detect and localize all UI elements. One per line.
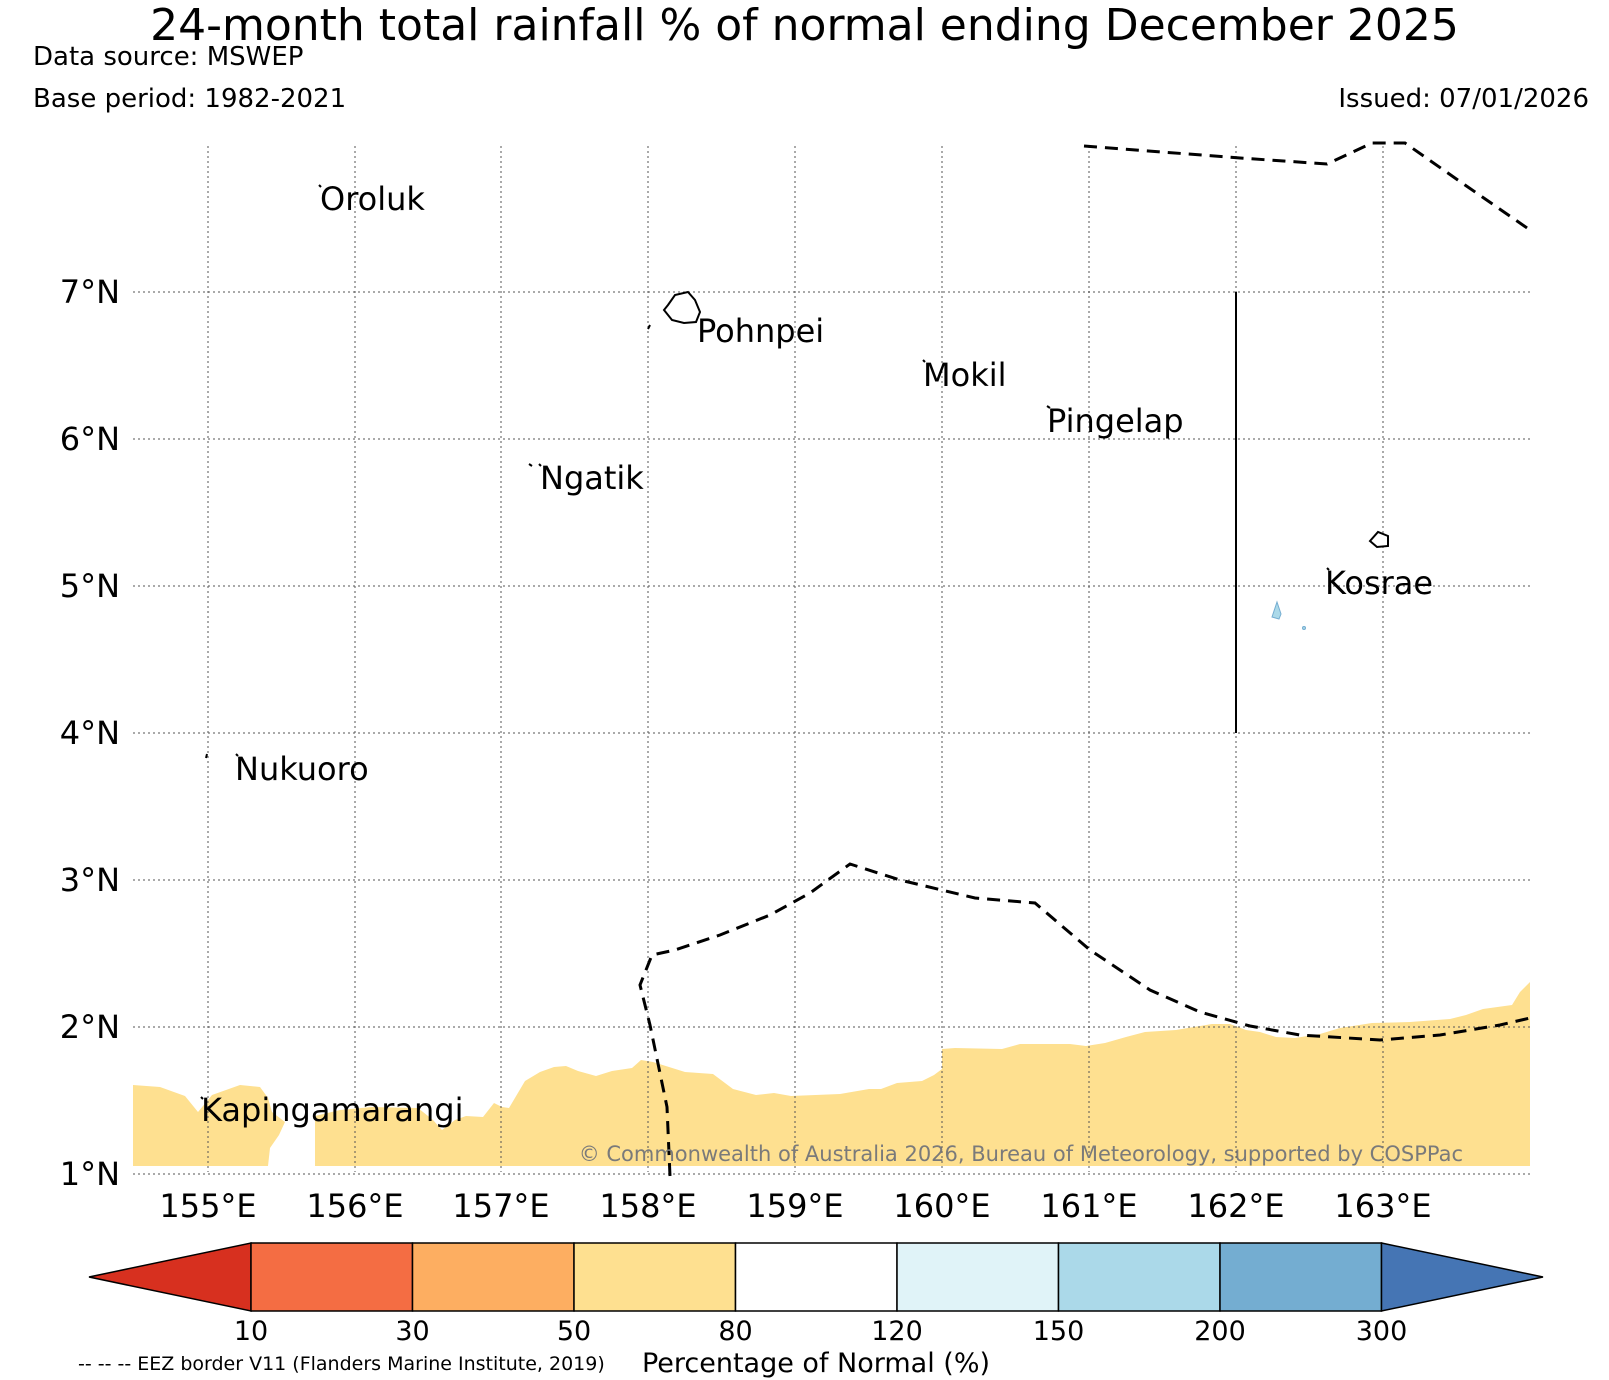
colorbar-tick-150: 150 — [1033, 1316, 1085, 1347]
label-ngatik: Ngatik — [540, 459, 644, 497]
colorbar-swatch-80-120 — [734, 1242, 898, 1312]
colorbar-high-extend — [1380, 1242, 1544, 1312]
lon-label-160e: 160°E — [893, 1187, 990, 1225]
label-pohnpei: Pohnpei — [697, 312, 824, 350]
label-mokil: Mokil — [923, 356, 1007, 394]
lon-label-157e: 157°E — [452, 1187, 549, 1225]
colorbar-tick-120: 120 — [871, 1316, 923, 1347]
lon-label-155e: 155°E — [159, 1187, 256, 1225]
label-kosrae: Kosrae — [1325, 564, 1433, 602]
colorbar-swatch-120-150 — [896, 1242, 1060, 1312]
kosrae-island-icon — [1368, 530, 1389, 549]
pohnpei-island-icon — [662, 290, 702, 325]
colorbar-tick-300: 300 — [1356, 1316, 1408, 1347]
colorbar-swatch-50-80 — [573, 1242, 737, 1312]
rainfall-anomaly-fill — [133, 982, 1530, 1166]
lat-label-4n: 4°N — [60, 714, 120, 752]
lon-label-159e: 159°E — [746, 1187, 843, 1225]
lon-label-162e: 162°E — [1187, 1187, 1284, 1225]
colorbar-swatch-10-30 — [250, 1242, 414, 1312]
colorbar-tick-200: 200 — [1194, 1316, 1246, 1347]
data-source: Data source: MSWEP — [33, 42, 304, 72]
colorbar-tick-50: 50 — [557, 1316, 591, 1347]
lon-label-163e: 163°E — [1334, 1187, 1431, 1225]
lat-label-7n: 7°N — [60, 273, 120, 311]
colorbar-tick-30: 30 — [395, 1316, 429, 1347]
colorbar-swatch-30-50 — [411, 1242, 575, 1312]
lat-label-5n: 5°N — [60, 567, 120, 605]
eez-border — [638, 141, 1531, 1177]
lat-label-1n: 1°N — [60, 1155, 120, 1193]
colorbar-tick-80: 80 — [718, 1316, 752, 1347]
wet-area-icon — [1271, 600, 1282, 620]
lon-label-161e: 161°E — [1040, 1187, 1137, 1225]
copyright-notice: © Commonwealth of Australia 2026, Bureau… — [579, 1142, 1463, 1166]
map-title: 24-month total rainfall % of normal endi… — [150, 0, 1459, 51]
base-period: Base period: 1982-2021 — [33, 84, 347, 114]
colorbar-swatch-150-200 — [1057, 1242, 1221, 1312]
lat-label-3n: 3°N — [60, 861, 120, 899]
gridlines — [133, 146, 1530, 1175]
colorbar-tick-10: 10 — [234, 1316, 268, 1347]
lat-label-2n: 2°N — [60, 1008, 120, 1046]
label-pingelap: Pingelap — [1047, 402, 1184, 440]
issued-date: Issued: 07/01/2026 — [1338, 84, 1589, 114]
label-oroluk: Oroluk — [320, 180, 425, 218]
small-islet-icon — [1302, 626, 1306, 630]
colorbar — [88, 1242, 1544, 1312]
colorbar-title: Percentage of Normal (%) — [642, 1348, 990, 1379]
eez-border-note: -- -- -- EEZ border V11 (Flanders Marine… — [78, 1353, 605, 1375]
label-kapingamarangi: Kapingamarangi — [201, 1091, 463, 1129]
island-markers — [200, 184, 1330, 1100]
label-nukuoro: Nukuoro — [235, 750, 369, 788]
lat-label-6n: 6°N — [60, 420, 120, 458]
colorbar-swatch-200-300 — [1219, 1242, 1383, 1312]
lon-label-156e: 156°E — [306, 1187, 403, 1225]
colorbar-low-extend — [88, 1242, 252, 1312]
lon-label-158e: 158°E — [599, 1187, 696, 1225]
